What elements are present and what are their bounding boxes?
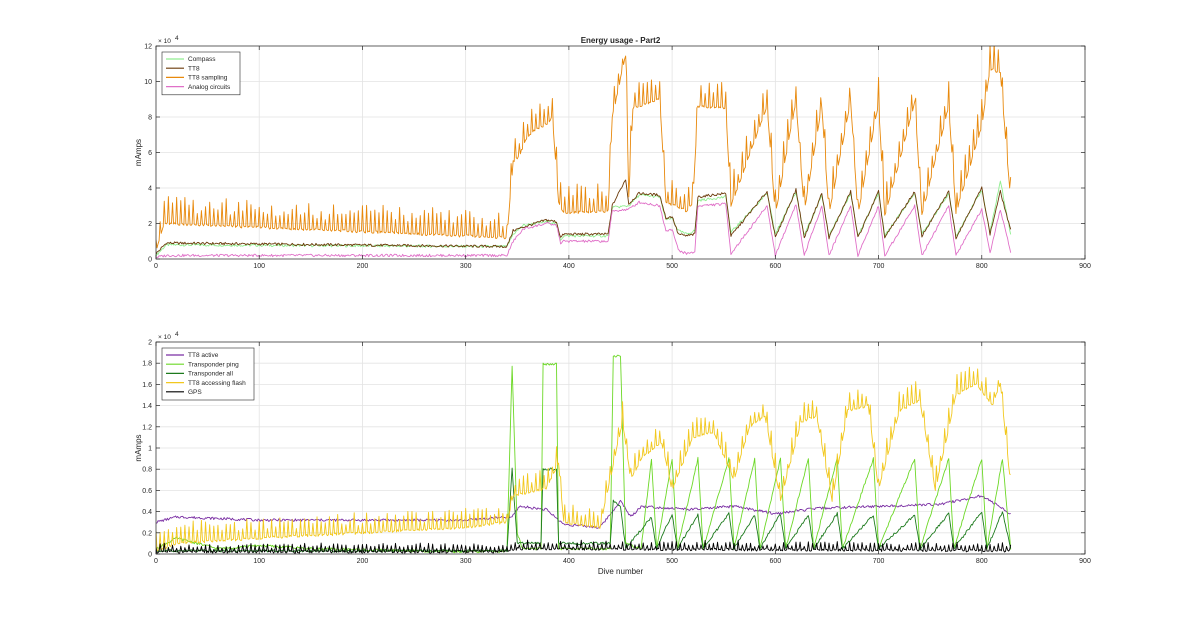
series-line-tt8-active xyxy=(156,494,1011,529)
y-tick-label: 1.8 xyxy=(142,361,152,368)
y-tick-label: 8 xyxy=(148,115,152,122)
y-tick-label: 1.2 xyxy=(142,424,152,431)
x-tick-label: 700 xyxy=(873,263,885,270)
x-tick-label: 400 xyxy=(563,558,575,565)
series-group xyxy=(156,354,1012,554)
legend-entry: TT8 xyxy=(188,65,200,72)
series-line-tt8-sampling xyxy=(156,46,1012,249)
y-tick-label: 6 xyxy=(148,150,152,157)
x-axis-label: Dive number xyxy=(598,567,644,576)
x-tick-label: 600 xyxy=(769,263,781,270)
chart-top-energy-usage: 0 100 200 300 400 500 600 700 800 900 0 2 4 6 8 10 12 × 1… xyxy=(134,35,1091,270)
y-tick-label: 2 xyxy=(148,221,152,228)
legend-entry: GPS xyxy=(188,389,202,396)
y-tick-label: 2 xyxy=(148,340,152,347)
chart-bottom-transponder: 0 100 200 300 400 500 600 700 800 900 0 0.2 0.4 0.6 0.… xyxy=(134,331,1091,576)
legend-entry: Compass xyxy=(188,56,216,63)
x-tick-label: 900 xyxy=(1079,558,1091,565)
series-line-analog-circuits xyxy=(156,200,1012,259)
y-tick-label: 12 xyxy=(144,44,152,51)
y-axis-label: mAmps xyxy=(134,139,143,166)
x-tick-label: 500 xyxy=(666,263,678,270)
y-tick-label: 0.8 xyxy=(142,467,152,474)
y-tick-label: 10 xyxy=(144,79,152,86)
y-tick-label: 1.4 xyxy=(142,403,152,410)
x-tick-label: 200 xyxy=(357,263,369,270)
x-tick-label: 100 xyxy=(253,558,265,565)
y-exponent-multiplier: × 10 xyxy=(158,334,171,341)
series-line-tt8-accessing-flash xyxy=(156,366,1011,552)
x-tick-label: 700 xyxy=(873,558,885,565)
x-tick-label: 900 xyxy=(1079,263,1091,270)
y-tick-label: 1 xyxy=(148,446,152,453)
x-tick-label: 300 xyxy=(460,263,472,270)
x-tick-label: 300 xyxy=(460,558,472,565)
chart-title: Energy usage - Part2 xyxy=(581,36,661,45)
x-tick-label: 500 xyxy=(666,558,678,565)
x-tick-label: 800 xyxy=(976,558,988,565)
x-tick-label: 800 xyxy=(976,263,988,270)
legend-entry: Transponder ping xyxy=(188,361,239,368)
y-tick-label: 0.6 xyxy=(142,488,152,495)
x-tick-label: 100 xyxy=(253,263,265,270)
y-tick-label: 0.4 xyxy=(142,509,152,516)
x-tick-label: 0 xyxy=(154,263,158,270)
y-tick-label: 0.2 xyxy=(142,530,152,537)
legend-entry: Transponder all xyxy=(188,371,233,378)
x-tick-label: 0 xyxy=(154,558,158,565)
series-group xyxy=(156,46,1012,259)
series-line-transponder-ping xyxy=(156,354,1012,554)
y-tick-label: 0 xyxy=(148,552,152,559)
series-line-gps xyxy=(156,539,1012,554)
series-line-transponder-all xyxy=(156,467,1012,553)
x-tick-label: 600 xyxy=(769,558,781,565)
y-tick-label: 1.6 xyxy=(142,382,152,389)
y-axis-label: mAmps xyxy=(134,434,143,461)
x-tick-label: 400 xyxy=(563,263,575,270)
y-exponent-power: 4 xyxy=(175,331,179,338)
series-line-tt8 xyxy=(156,179,1012,255)
legend-entry: TT8 active xyxy=(188,352,219,359)
y-tick-label: 0 xyxy=(148,257,152,264)
y-exponent-multiplier: × 10 xyxy=(158,38,171,45)
legend-entry: Analog circuits xyxy=(188,84,231,91)
legend-entry: TT8 sampling xyxy=(188,75,228,82)
legend-entry: TT8 accessing flash xyxy=(188,380,246,387)
y-tick-label: 4 xyxy=(148,186,152,193)
x-tick-label: 200 xyxy=(357,558,369,565)
y-exponent-power: 4 xyxy=(175,35,179,42)
